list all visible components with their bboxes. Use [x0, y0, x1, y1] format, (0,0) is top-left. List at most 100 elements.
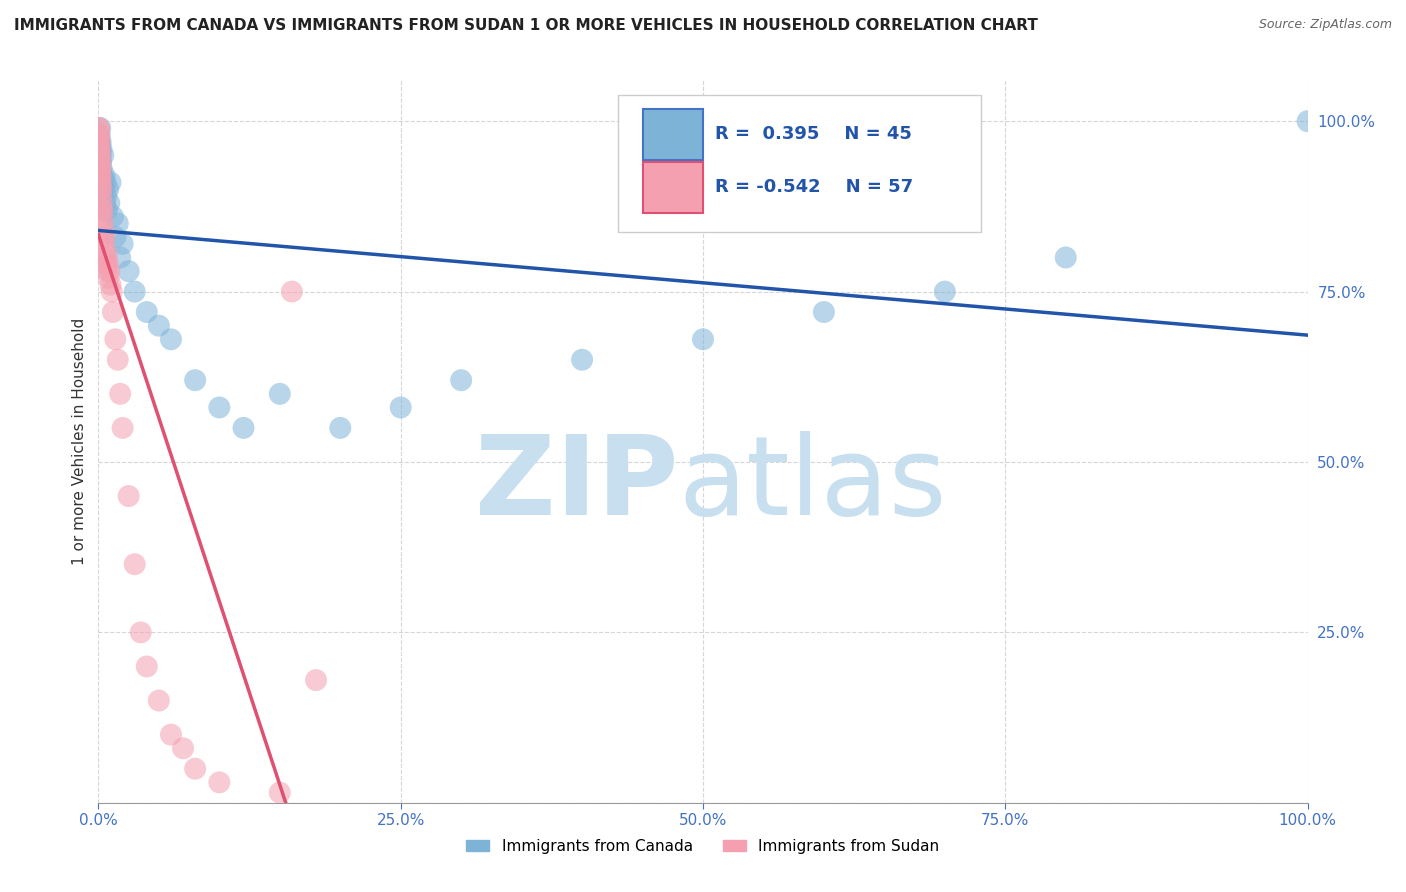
Point — [100, 176, 122, 190]
Point — [90, 141, 112, 155]
Point — [89, 148, 111, 162]
Text: R =  0.395    N = 45: R = 0.395 N = 45 — [716, 126, 912, 144]
Point — [94, 251, 117, 265]
Point — [90, 135, 112, 149]
Point — [1054, 251, 1077, 265]
Point — [96, 264, 118, 278]
Point — [107, 352, 129, 367]
Point — [101, 210, 124, 224]
Point — [94, 196, 117, 211]
Point — [184, 762, 207, 776]
Point — [89, 176, 111, 190]
Point — [305, 673, 328, 687]
Point — [269, 387, 291, 401]
Point — [89, 135, 111, 149]
Point — [111, 236, 134, 251]
Point — [160, 728, 183, 742]
Text: ZIP: ZIP — [475, 432, 679, 539]
Point — [87, 120, 110, 135]
Point — [89, 120, 111, 135]
Y-axis label: 1 or more Vehicles in Household: 1 or more Vehicles in Household — [72, 318, 87, 566]
Point — [1296, 114, 1319, 128]
Point — [89, 128, 111, 142]
Point — [124, 558, 146, 572]
Point — [329, 421, 352, 435]
Point — [93, 182, 115, 196]
Point — [91, 176, 114, 190]
Point — [89, 141, 111, 155]
Point — [107, 216, 129, 230]
Point — [89, 155, 111, 169]
Point — [96, 251, 118, 265]
Point — [97, 182, 120, 196]
Point — [89, 148, 111, 162]
Point — [90, 189, 112, 203]
Point — [269, 786, 291, 800]
Point — [450, 373, 472, 387]
Point — [232, 421, 254, 435]
Point — [89, 141, 111, 155]
Point — [90, 176, 112, 190]
Point — [91, 169, 114, 183]
Point — [208, 401, 231, 415]
Point — [100, 277, 122, 292]
Point — [148, 318, 170, 333]
Point — [100, 285, 122, 299]
Point — [89, 155, 111, 169]
Point — [93, 169, 115, 183]
Point — [135, 659, 157, 673]
Point — [89, 161, 111, 176]
FancyBboxPatch shape — [643, 109, 703, 160]
Point — [148, 693, 170, 707]
Point — [94, 244, 117, 258]
Point — [91, 230, 114, 244]
Point — [94, 176, 117, 190]
Point — [692, 332, 714, 346]
Point — [135, 305, 157, 319]
Point — [172, 741, 194, 756]
Point — [90, 182, 112, 196]
Point — [108, 387, 131, 401]
Point — [97, 257, 120, 271]
Point — [96, 202, 118, 217]
Point — [90, 202, 112, 217]
Point — [90, 196, 112, 211]
Point — [118, 489, 141, 503]
Point — [89, 169, 111, 183]
Point — [91, 216, 114, 230]
Point — [813, 305, 835, 319]
Point — [389, 401, 412, 415]
Point — [124, 285, 146, 299]
Point — [90, 161, 112, 176]
Text: Source: ZipAtlas.com: Source: ZipAtlas.com — [1258, 18, 1392, 31]
Point — [89, 141, 111, 155]
Point — [89, 128, 111, 142]
Point — [90, 169, 112, 183]
Point — [281, 285, 304, 299]
FancyBboxPatch shape — [643, 162, 703, 212]
Point — [98, 264, 121, 278]
Point — [96, 257, 118, 271]
Text: IMMIGRANTS FROM CANADA VS IMMIGRANTS FROM SUDAN 1 OR MORE VEHICLES IN HOUSEHOLD : IMMIGRANTS FROM CANADA VS IMMIGRANTS FRO… — [14, 18, 1038, 33]
Point — [160, 332, 183, 346]
Point — [87, 135, 110, 149]
Point — [90, 148, 112, 162]
Point — [97, 271, 120, 285]
Point — [93, 236, 115, 251]
Point — [111, 421, 134, 435]
Point — [87, 120, 110, 135]
Point — [91, 148, 114, 162]
Point — [90, 182, 112, 196]
Point — [101, 305, 124, 319]
Point — [108, 251, 131, 265]
Point — [934, 285, 956, 299]
Point — [129, 625, 152, 640]
Point — [91, 202, 114, 217]
Legend: Immigrants from Canada, Immigrants from Sudan: Immigrants from Canada, Immigrants from … — [460, 833, 946, 860]
Point — [91, 210, 114, 224]
Point — [208, 775, 231, 789]
Point — [104, 332, 127, 346]
Point — [96, 189, 118, 203]
Point — [118, 264, 141, 278]
Point — [104, 230, 127, 244]
